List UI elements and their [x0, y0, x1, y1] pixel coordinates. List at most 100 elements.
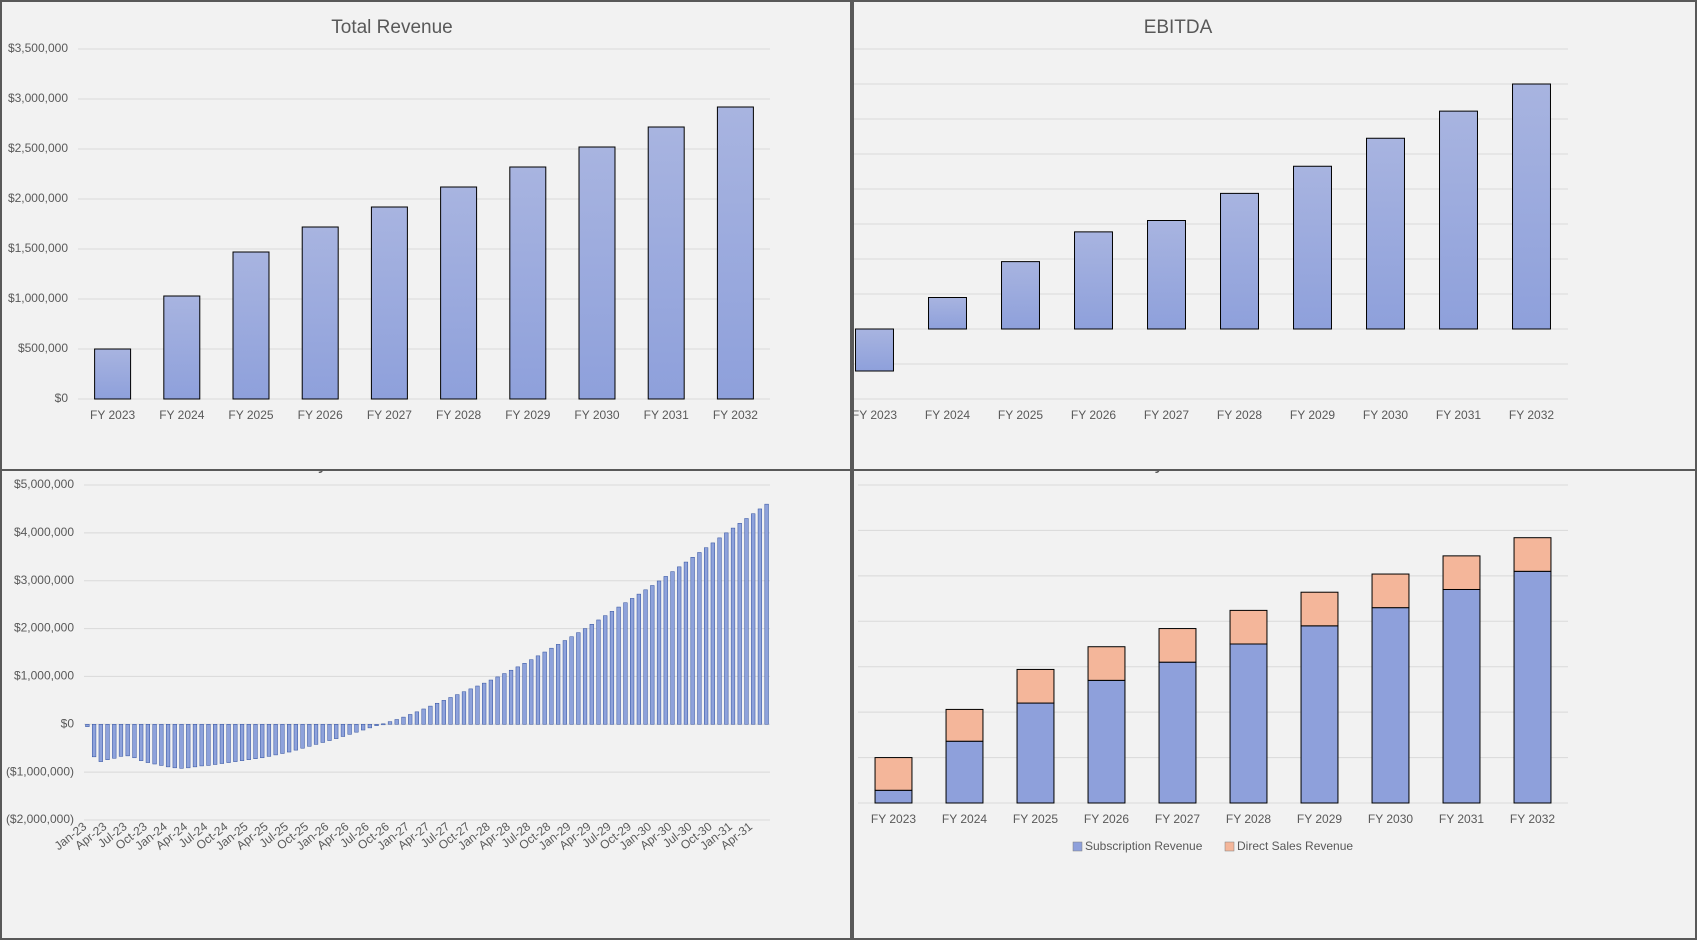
cash-flow-bar — [172, 724, 177, 769]
cash-flow-bar — [260, 724, 265, 759]
cash-flow-bar — [582, 628, 588, 725]
cash-flow-bar — [724, 532, 729, 725]
x-tick-label: FY 2032 — [1509, 408, 1554, 422]
cash-flow-bar — [434, 702, 440, 725]
x-tick-label: FY 2023 — [871, 812, 916, 826]
cash-flow-bar — [152, 724, 157, 765]
cash-flow-bar — [636, 593, 641, 725]
y-tick-label: $4,000,000 — [14, 525, 74, 539]
legend-label: Subscription Revenue — [1085, 839, 1203, 853]
cash-flow-bar — [165, 724, 171, 768]
legend-swatch — [1072, 841, 1083, 852]
cash-flow-bar — [226, 724, 231, 763]
total-revenue-chart: Total Revenue $0 $500,000 $1,000,000 $1,500,… — [0, 0, 852, 471]
cash-flow-bar — [535, 655, 541, 725]
x-tick-label: FY 2026 — [1071, 408, 1116, 422]
cash-flow-bar — [461, 691, 467, 725]
monthly-cumulative-cash-flow-chart: Monthly Cumulative Cash Flow ($2,000,000)… — [0, 469, 852, 940]
ebitda-bar — [1074, 231, 1113, 330]
cash-flow-bar — [239, 724, 245, 761]
x-tick-label: FY 2026 — [298, 408, 343, 422]
subscription-revenue-bar — [1371, 607, 1410, 804]
cash-flow-bar — [596, 619, 601, 725]
direct-sales-revenue-bar — [1300, 591, 1339, 627]
cash-flow-bar — [576, 632, 581, 725]
y-tick-label: ($2,000,000) — [6, 812, 74, 826]
x-tick-label: FY 2028 — [1226, 812, 1271, 826]
y-tick-label: ($1,000,000) — [6, 764, 74, 778]
cash-flow-bar — [98, 724, 103, 762]
x-tick-label: FY 2028 — [436, 408, 481, 422]
cash-flow-bar — [515, 666, 520, 725]
x-tick-label: FY 2028 — [1217, 408, 1262, 422]
y-tick-label: $2,500,000 — [8, 141, 68, 155]
direct-sales-revenue-bar — [945, 708, 984, 742]
sales-channel-svg: Revenue by Sales Channel0500,0001,000,00… — [858, 471, 1568, 853]
cash-flow-bar — [354, 724, 359, 733]
cash-flow-bar — [710, 542, 715, 725]
cash-flow-bar — [219, 724, 224, 764]
cash-flow-bar — [737, 523, 742, 725]
cash-flow-bar — [542, 651, 547, 725]
x-tick-label: FY 2029 — [1290, 408, 1335, 422]
x-tick-label: FY 2031 — [1436, 408, 1481, 422]
subscription-revenue-bar — [1229, 643, 1268, 804]
ebitda-chart: EBITDA($400,000)($200,000)$0$200,000$400… — [852, 0, 1697, 471]
direct-sales-revenue-bar — [1016, 668, 1055, 704]
cash-flow-bar — [697, 552, 702, 725]
x-tick-label: FY 2027 — [1155, 812, 1200, 826]
cash-flow-bar — [179, 724, 184, 769]
cash-flow-bar — [744, 518, 749, 725]
revenue-bar — [163, 295, 201, 400]
x-tick-label: FY 2030 — [1368, 812, 1413, 826]
revenue-bar — [647, 126, 685, 400]
x-tick-label: FY 2030 — [1363, 408, 1408, 422]
ebitda-bar — [1293, 165, 1332, 330]
subscription-revenue-bar — [1513, 570, 1552, 804]
x-tick-label: FY 2030 — [574, 408, 619, 422]
cash-flow-bar — [91, 724, 97, 758]
cash-flow-bar — [603, 615, 608, 725]
cash-flow-bar — [495, 676, 500, 725]
cash-flow-bar — [347, 724, 352, 735]
x-tick-label: FY 2024 — [159, 408, 204, 422]
cash-flow-bar — [233, 724, 238, 762]
chart-title: EBITDA — [1144, 17, 1213, 38]
x-tick-label: FY 2027 — [367, 408, 412, 422]
cash-flow-bar — [139, 724, 144, 761]
revenue-bar — [509, 166, 547, 400]
direct-sales-revenue-bar — [1442, 555, 1481, 590]
ebitda-svg: EBITDA($400,000)($200,000)$0$200,000$400… — [854, 17, 1568, 422]
y-tick-label: $2,000,000 — [14, 621, 74, 635]
cash-flow-bar — [616, 606, 621, 725]
cash-flow-bar — [367, 724, 372, 729]
x-tick-label: FY 2025 — [228, 408, 273, 422]
cash-flow-bar — [522, 663, 527, 725]
cash-flow-bar — [408, 714, 413, 725]
x-tick-label: FY 2031 — [644, 408, 689, 422]
x-tick-label: FY 2027 — [1144, 408, 1189, 422]
cash-flow-bar — [159, 724, 164, 766]
y-tick-label: $0 — [61, 716, 75, 730]
revenue-bar — [578, 146, 616, 400]
cash-flow-bar — [757, 508, 763, 725]
cash-flow-bar — [199, 724, 204, 767]
direct-sales-revenue-bar — [1158, 628, 1197, 663]
cash-flow-bar — [529, 659, 534, 725]
cash-flow-bar — [85, 724, 90, 727]
cash-flow-bar — [562, 640, 567, 725]
ebitda-bar — [1439, 110, 1478, 330]
x-tick-label: FY 2032 — [1510, 812, 1555, 826]
cash-flow-bar — [246, 724, 251, 760]
cash-flow-bar — [253, 724, 258, 759]
cash-flow-bar — [213, 724, 218, 765]
cash-flow-bar — [677, 566, 682, 725]
x-tick-label: FY 2032 — [713, 408, 758, 422]
cash-flow-bar — [488, 679, 493, 725]
y-tick-label: $1,000,000 — [8, 291, 68, 305]
cash-flow-bar — [643, 589, 648, 725]
cash-flow-bar — [287, 724, 292, 753]
cash-flow-bar — [118, 724, 124, 757]
revenue-bar — [716, 106, 754, 400]
cash-flow-bar — [441, 700, 446, 725]
